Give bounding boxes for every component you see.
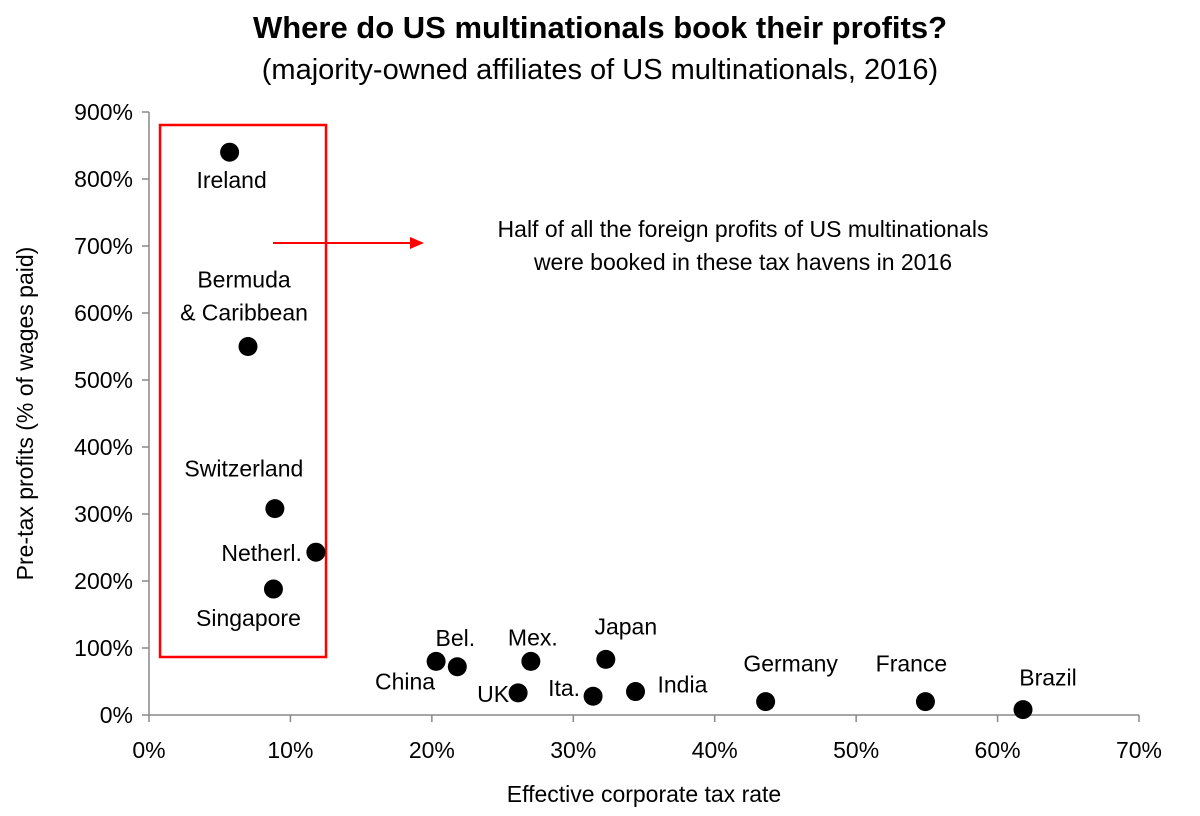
label-brazil: Brazil [1019,665,1077,691]
chart-title: Where do US multinationals book their pr… [252,10,948,45]
x-tick-label: 20% [409,737,455,763]
annotation-line-1: Half of all the foreign profits of US mu… [498,216,989,242]
axes [148,112,1139,716]
label-bel: Bel. [435,625,475,651]
point-netherl [306,542,326,562]
annotation-arrow [273,237,424,249]
x-axis-ticks: 0% 10% 20% 30% 40% 50% 60% 70% [132,715,1162,763]
point-singapore [263,579,283,599]
label-france: France [876,651,948,677]
y-tick-label: 700% [74,233,133,259]
y-tick-label: 300% [74,501,133,527]
point-labels: Ireland Bermuda & Caribbean Switzerland Neth… [180,167,1077,707]
y-tick-label: 200% [74,568,133,594]
label-china: China [375,668,435,694]
label-bermuda-caribbean: & Caribbean [180,300,308,326]
y-tick-label: 0% [100,702,133,728]
label-mex: Mex. [508,624,558,650]
point-brazil [1013,700,1033,720]
y-axis-label: Pre-tax profits (% of wages paid) [12,247,38,581]
point-germany [756,692,776,712]
label-switzerland: Switzerland [184,456,303,482]
chart-subtitle: (majority-owned affiliates of US multina… [261,54,939,86]
arrow-head [410,237,424,249]
point-ireland [220,142,240,162]
annotation-line-2: were booked in these tax havens in 2016 [533,249,952,275]
point-ita [583,686,603,706]
y-tick-label: 500% [74,367,133,393]
label-singapore: Singapore [196,605,301,631]
point-switzerland [265,499,285,519]
label-japan: Japan [594,613,657,639]
label-uk: UK [477,681,510,707]
x-tick-label: 70% [1116,737,1162,763]
x-tick-label: 30% [550,737,596,763]
x-axis-label: Effective corporate tax rate [507,781,781,807]
label-ireland: Ireland [196,167,266,193]
tax-haven-highlight-box [158,123,328,659]
point-japan [596,649,616,669]
label-india: India [658,672,708,698]
x-tick-label: 40% [692,737,738,763]
y-axis-ticks: 0% 100% 200% 300% 400% 500% 600% 700% 800% 900% [74,99,149,728]
x-tick-label: 50% [833,737,879,763]
label-bermuda-caribbean: Bermuda [197,267,291,293]
y-tick-label: 400% [74,434,133,460]
point-france [915,692,935,712]
label-germany: Germany [743,651,838,677]
point-uk [508,683,528,703]
label-netherl: Netherl. [221,540,302,566]
y-tick-label: 900% [74,99,133,125]
x-tick-label: 0% [132,737,165,763]
point-bermuda-caribbean [238,337,258,356]
point-mex [521,651,541,671]
x-tick-label: 10% [267,737,313,763]
y-tick-label: 600% [74,300,133,326]
label-ita: Ita. [548,675,580,701]
y-tick-label: 100% [74,635,133,661]
x-tick-label: 60% [975,737,1021,763]
point-china [426,651,446,671]
data-points [220,142,1033,720]
point-india [626,682,646,702]
y-tick-label: 800% [74,166,133,192]
point-bel [447,657,467,677]
